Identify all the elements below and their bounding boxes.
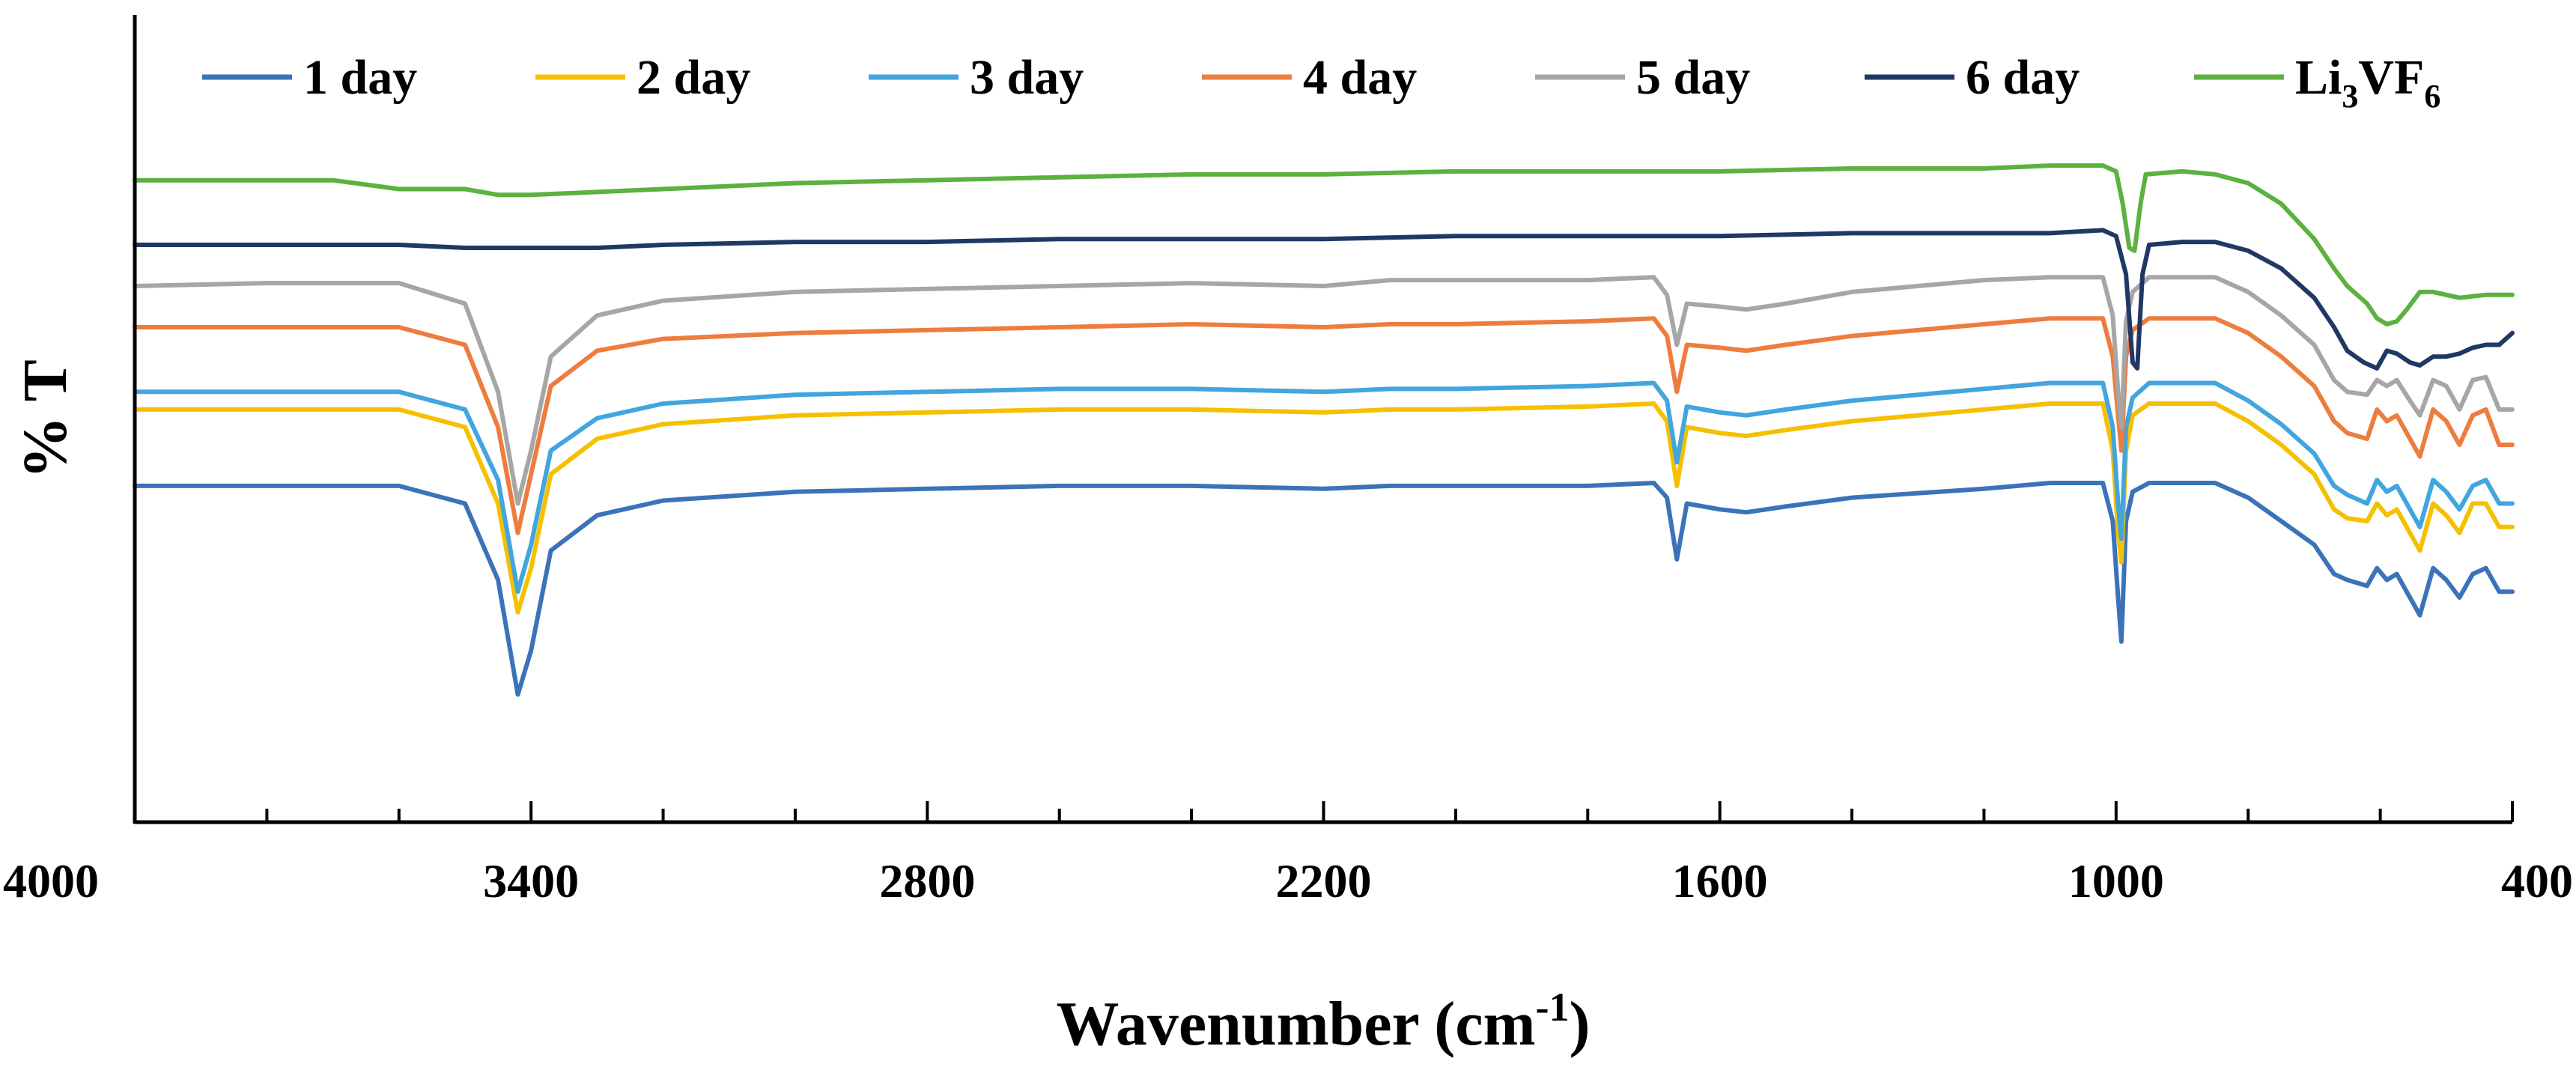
series-line-5-day	[133, 275, 2515, 506]
legend-item-5-day: 5 day	[1535, 50, 1750, 105]
y-axis-title: % T	[10, 359, 80, 479]
x-axis-title: Wavenumber (cm-1)	[1056, 985, 1590, 1059]
legend-item-4-day: 4 day	[1202, 50, 1417, 105]
legend-item-6-day: 6 day	[1865, 50, 2080, 105]
x-tick-label: 1600	[1672, 854, 1768, 908]
legend: 1 day 2 day 3 day 4 day 5 day 6 day Li3VF6	[202, 50, 2440, 115]
series-line-3-day	[133, 380, 2515, 595]
legend-item-1-day: 1 day	[202, 50, 417, 105]
legend-label: 6 day	[1966, 50, 2080, 105]
legend-label: 5 day	[1636, 50, 1750, 105]
x-tick-label: 1000	[2068, 854, 2164, 908]
legend-label: 2 day	[637, 50, 750, 105]
legend-label: Li3VF6	[2295, 50, 2440, 115]
legend-label: 4 day	[1303, 50, 1417, 105]
x-ticks: 4000 3400 2800 2200 1600 1000 400	[3, 801, 2573, 908]
series-line-6-day	[133, 228, 2515, 371]
legend-item-3-day: 3 day	[869, 50, 1084, 105]
legend-item-2-day: 2 day	[535, 50, 750, 105]
x-tick-label: 2200	[1276, 854, 1372, 908]
legend-label: 3 day	[970, 50, 1084, 105]
legend-item-li3vf6: Li3VF6	[2194, 50, 2440, 115]
series-line-2-day	[133, 401, 2515, 615]
x-tick-label: 400	[2501, 854, 2573, 908]
x-tick-label: 3400	[483, 854, 579, 908]
series-line-li3vf6	[133, 163, 2515, 326]
axes	[133, 15, 2512, 824]
x-tick-label: 2800	[879, 854, 975, 908]
series-line-1-day	[133, 481, 2515, 697]
legend-label: 1 day	[303, 50, 417, 105]
x-tick-label: 4000	[3, 854, 99, 908]
series-layer	[133, 163, 2515, 697]
series-line-4-day	[133, 316, 2515, 535]
